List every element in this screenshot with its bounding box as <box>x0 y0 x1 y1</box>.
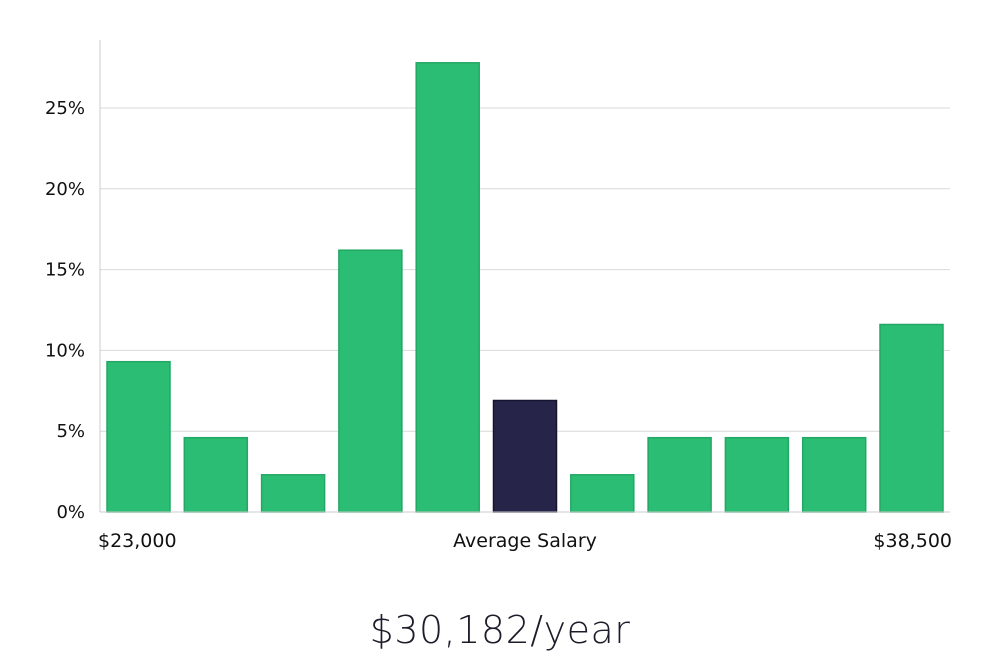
bar <box>879 323 944 513</box>
x-end-label: $38,500 <box>873 530 952 552</box>
salary-distribution-chart: 0% 5% 10% 15% 20% 25% $23,000 Average Salary … <box>45 40 952 552</box>
bar <box>647 436 712 513</box>
grid-lines <box>100 107 950 432</box>
x-start-label: $23,000 <box>98 530 177 552</box>
bar <box>183 436 249 513</box>
bar <box>415 62 480 513</box>
y-tick-labels: 0% 5% 10% 15% 20% 25% <box>45 98 85 523</box>
average-salary-value: $30,182/year <box>369 608 631 652</box>
bars <box>106 62 944 513</box>
y-tick-label: 5% <box>56 421 85 442</box>
axes <box>99 40 950 513</box>
x-axis-labels: $23,000 Average Salary $38,500 <box>98 530 952 552</box>
bar <box>724 436 790 513</box>
x-center-label: Average Salary <box>453 530 597 552</box>
y-tick-label: 0% <box>56 502 85 523</box>
y-tick-label: 20% <box>45 179 85 200</box>
bar <box>106 360 171 513</box>
bar <box>570 474 635 513</box>
bar <box>801 436 867 513</box>
y-tick-label: 10% <box>45 340 85 361</box>
y-tick-label: 15% <box>45 260 85 281</box>
y-tick-label: 25% <box>45 98 85 119</box>
bar <box>260 474 326 513</box>
bar-average-salary <box>492 399 558 513</box>
bar <box>338 249 403 513</box>
